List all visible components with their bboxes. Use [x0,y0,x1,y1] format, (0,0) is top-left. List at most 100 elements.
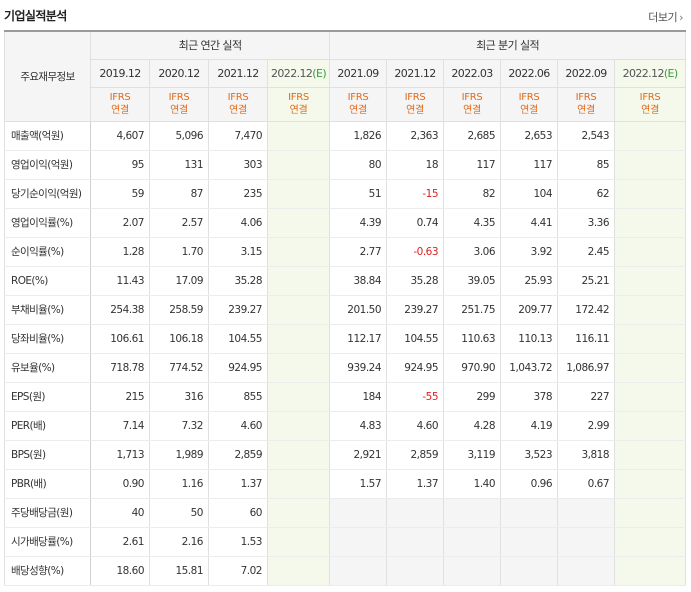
accounting-standard: IFRS 연결 [443,87,502,122]
cell: 3,119 [443,440,502,470]
cell [557,556,616,586]
cell: 1.16 [149,469,209,499]
cell: 774.52 [149,353,209,383]
cell: 299 [443,381,502,412]
cell: 25.21 [557,266,616,296]
accounting-standard: IFRS 연결 [329,87,388,122]
cell: 17.09 [149,266,209,296]
cell: 39.05 [443,266,502,296]
estimate-mark: (E) [312,66,327,80]
period-label: 2022.12 [622,66,665,80]
cell [614,266,687,296]
cell [614,497,687,528]
cell: 110.63 [443,324,502,354]
cell: 95 [90,150,150,180]
cell: 2.61 [90,527,150,557]
std-bottom: 연결 [289,105,308,116]
cell [329,497,388,528]
group-quarter: 최근 분기 실적 [329,31,687,60]
more-label: 더보기 [648,11,678,24]
cell: 116.11 [557,324,616,354]
std-top: IFRS [109,92,131,103]
table-row: 당좌비율(%) 106.61 106.18 104.55 112.17 104.55 110… [4,324,687,354]
more-link[interactable]: 더보기 › [648,9,683,25]
cell: 104.55 [208,324,268,354]
table-row: 시가배당률(%) 2.61 2.16 1.53 [4,527,687,557]
cell: 316 [149,381,209,412]
period-header: 2021.12 [208,59,268,88]
cell: 4.41 [500,207,559,238]
table-row: ROE(%) 11.43 17.09 35.28 38.84 35.28 39.05 25.9… [4,266,687,296]
row-label: PBR(배) [4,469,91,499]
std-bottom: 연결 [406,105,424,116]
cell [614,353,687,383]
std-top: IFRS [227,92,249,103]
cell [329,556,388,586]
cell: 3,523 [500,440,559,470]
cell: 184 [329,381,388,412]
period-header: 2022.03 [443,59,502,88]
cell: 0.67 [557,469,616,499]
cell: 18 [386,150,445,180]
cell: 60 [208,497,268,528]
cell: -15 [386,179,445,209]
cell: 15.81 [149,556,209,586]
cell [266,237,331,267]
row-label: 당좌비율(%) [4,324,91,354]
std-top: IFRS [347,92,369,103]
std-bottom: 연결 [577,105,595,116]
cell: 3.36 [557,207,616,238]
cell: 1,043.72 [500,353,559,383]
cell: 2,543 [557,121,616,151]
cell: 939.24 [329,353,388,383]
cell: 4.35 [443,207,502,238]
cell: 924.95 [386,353,445,383]
cell [614,207,687,238]
cell: 1,989 [149,440,209,470]
cell: 1.70 [149,237,209,267]
std-top: IFRS [461,92,483,103]
period-header: 2022.12(E) [266,59,331,88]
cell [500,556,559,586]
cell: 251.75 [443,294,502,325]
cell: 855 [208,381,268,412]
period-header: 2022.06 [500,59,559,88]
cell [443,527,502,557]
cell: 2.45 [557,237,616,267]
cell: 131 [149,150,209,180]
std-top: IFRS [168,92,190,103]
cell: 38.84 [329,266,388,296]
cell: 2,363 [386,121,445,151]
cell: 201.50 [329,294,388,325]
cell [557,497,616,528]
cell: 1.28 [90,237,150,267]
cell [443,497,502,528]
cell: 35.28 [208,266,268,296]
cell: 209.77 [500,294,559,325]
cell [443,556,502,586]
std-top: IFRS [518,92,540,103]
cell [614,527,687,557]
cell: 227 [557,381,616,412]
cell [614,381,687,412]
estimate-mark: (E) [663,66,678,80]
table-row: 순이익률(%) 1.28 1.70 3.15 2.77 -0.63 3.06 3.92 2.45 [4,237,687,267]
table-row: EPS(원) 215 316 855 184 -55 299 378 227 [4,381,687,412]
table-row: BPS(원) 1,713 1,989 2,859 2,921 2,859 3,119 3,52… [4,440,687,470]
accounting-standard: IFRS 연결 [614,87,687,122]
cell [557,527,616,557]
cell: 82 [443,179,502,209]
row-label: 순이익률(%) [4,237,91,267]
cell: 4.28 [443,411,502,441]
std-bottom: 연결 [463,105,481,116]
cell: 1.37 [386,469,445,499]
cell: 2.16 [149,527,209,557]
cell: 4.19 [500,411,559,441]
cell: 106.61 [90,324,150,354]
cell: 3.06 [443,237,502,267]
cell [386,497,445,528]
row-label: 영업이익(억원) [4,150,91,180]
cell: 7.32 [149,411,209,441]
cell [266,324,331,354]
row-label: 영업이익률(%) [4,207,91,238]
